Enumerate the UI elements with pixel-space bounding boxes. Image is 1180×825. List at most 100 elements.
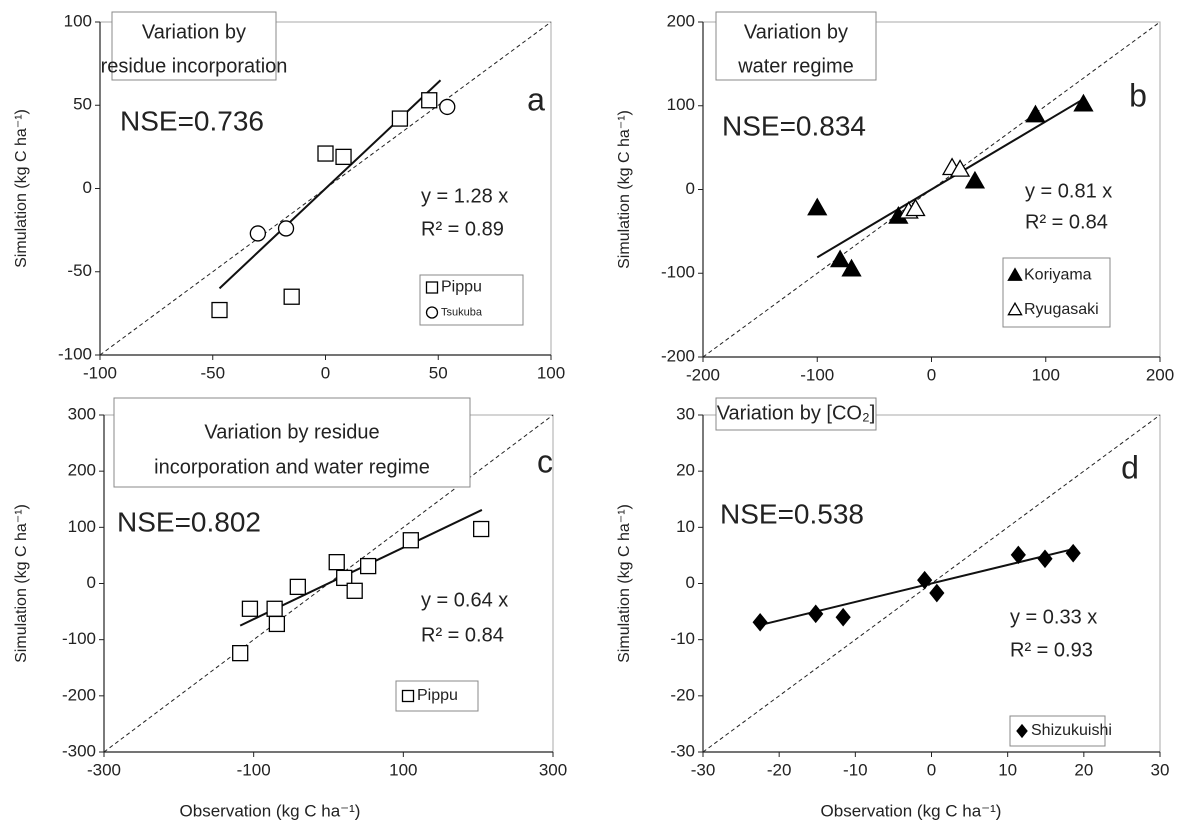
regression-equation: y = 0.81 x xyxy=(1025,180,1112,202)
nse-label: NSE=0.736 xyxy=(120,105,264,136)
x-axis-title: Observation (kg C ha⁻¹) xyxy=(821,801,1002,820)
data-point xyxy=(402,532,419,549)
y-tick-label: -100 xyxy=(661,263,695,282)
panel-letter: b xyxy=(1129,77,1147,113)
x-tick-label: 0 xyxy=(321,363,330,382)
x-tick-label: -200 xyxy=(686,365,720,384)
title-box xyxy=(113,397,471,488)
x-tick-label: -50 xyxy=(200,363,225,382)
legend-box xyxy=(1002,257,1111,328)
y-tick-label: 200 xyxy=(667,11,695,30)
data-point xyxy=(421,92,438,109)
x-tick-label: -300 xyxy=(87,760,121,779)
y-tick-label: -10 xyxy=(670,629,695,648)
data-point xyxy=(1010,545,1026,565)
y-axis-title: Simulation (kg C ha⁻¹) xyxy=(616,110,633,269)
y-tick-label: -200 xyxy=(62,685,96,704)
y-tick-label: 20 xyxy=(676,461,695,480)
x-tick-label: -10 xyxy=(843,760,868,779)
panel-title: water regime xyxy=(737,55,854,77)
y-tick-label: 100 xyxy=(68,517,96,536)
legend-label: Ryugasaki xyxy=(1024,301,1099,318)
x-tick-label: 30 xyxy=(1151,760,1170,779)
panel-title: Variation by xyxy=(142,21,246,43)
legend-marker xyxy=(425,306,439,319)
x-tick-label: -30 xyxy=(691,760,716,779)
x-tick-label: -100 xyxy=(237,760,271,779)
x-tick-label: 20 xyxy=(1074,760,1093,779)
r-squared: R² = 0.84 xyxy=(1025,211,1108,233)
legend-marker xyxy=(1016,723,1028,739)
regression-equation: y = 0.64 x xyxy=(421,589,508,611)
y-tick-label: -300 xyxy=(62,741,96,760)
nse-label: NSE=0.802 xyxy=(117,506,261,537)
data-point xyxy=(277,220,295,237)
y-tick-label: 0 xyxy=(686,573,695,592)
data-point xyxy=(439,98,456,116)
panel-letter: d xyxy=(1121,449,1139,485)
x-tick-label: 100 xyxy=(389,760,417,779)
data-point xyxy=(335,148,352,166)
x-tick-label: 50 xyxy=(429,363,448,382)
data-point xyxy=(317,145,334,162)
x-tick-label: -100 xyxy=(800,365,834,384)
y-tick-label: -200 xyxy=(661,346,695,365)
title-box xyxy=(715,11,877,81)
data-point xyxy=(929,583,945,603)
data-point xyxy=(391,110,409,127)
data-point xyxy=(241,600,259,617)
x-tick-label: 100 xyxy=(1032,365,1060,384)
y-tick-label: -30 xyxy=(670,741,695,760)
data-point xyxy=(328,554,345,571)
r-squared: R² = 0.93 xyxy=(1010,639,1093,661)
trend-line xyxy=(816,98,1084,259)
data-point xyxy=(1025,104,1046,123)
panel-title: incorporation and water regime xyxy=(154,456,430,478)
y-tick-label: -50 xyxy=(67,261,92,280)
y-axis-title: Simulation (kg C ha⁻¹) xyxy=(616,504,633,663)
title-box xyxy=(111,11,277,81)
y-tick-label: 30 xyxy=(676,404,695,423)
r-squared: R² = 0.84 xyxy=(421,624,504,646)
y-tick-label: 0 xyxy=(686,179,695,198)
data-point xyxy=(829,249,851,268)
data-point xyxy=(752,612,768,632)
panel-title: residue incorporation xyxy=(101,55,288,77)
data-point xyxy=(1065,543,1081,563)
data-point xyxy=(268,615,286,633)
legend-label: Tsukuba xyxy=(441,306,483,318)
panel-letter: a xyxy=(527,81,545,117)
legend-marker xyxy=(401,689,415,703)
y-tick-label: -100 xyxy=(62,629,96,648)
data-point xyxy=(289,578,306,596)
y-tick-label: 50 xyxy=(73,95,92,114)
y-tick-label: -100 xyxy=(58,344,92,363)
data-point xyxy=(360,557,377,575)
r-squared: R² = 0.89 xyxy=(421,218,504,240)
legend-label: Koriyama xyxy=(1024,266,1092,283)
y-tick-label: 0 xyxy=(87,573,96,592)
data-point xyxy=(835,607,851,627)
data-point xyxy=(346,582,363,599)
data-point xyxy=(249,225,267,242)
x-tick-label: 100 xyxy=(537,363,565,382)
x-axis-title: Observation (kg C ha⁻¹) xyxy=(180,801,361,820)
y-tick-label: 0 xyxy=(83,178,92,197)
regression-equation: y = 0.33 x xyxy=(1010,606,1097,628)
x-tick-label: -100 xyxy=(83,363,117,382)
regression-equation: y = 1.28 x xyxy=(421,185,508,207)
legend-marker xyxy=(1007,301,1023,316)
data-point xyxy=(266,600,283,617)
y-tick-label: 100 xyxy=(667,95,695,114)
y-axis-title: Simulation (kg C ha⁻¹) xyxy=(13,109,30,268)
x-tick-label: 0 xyxy=(927,365,936,384)
data-point xyxy=(1037,549,1053,569)
x-tick-label: -20 xyxy=(767,760,792,779)
nse-label: NSE=0.538 xyxy=(720,498,864,529)
data-point xyxy=(232,644,249,662)
x-tick-label: 10 xyxy=(998,760,1017,779)
data-point xyxy=(841,258,862,277)
data-point xyxy=(283,288,300,305)
x-tick-label: 300 xyxy=(539,760,567,779)
y-tick-label: 200 xyxy=(68,461,96,480)
